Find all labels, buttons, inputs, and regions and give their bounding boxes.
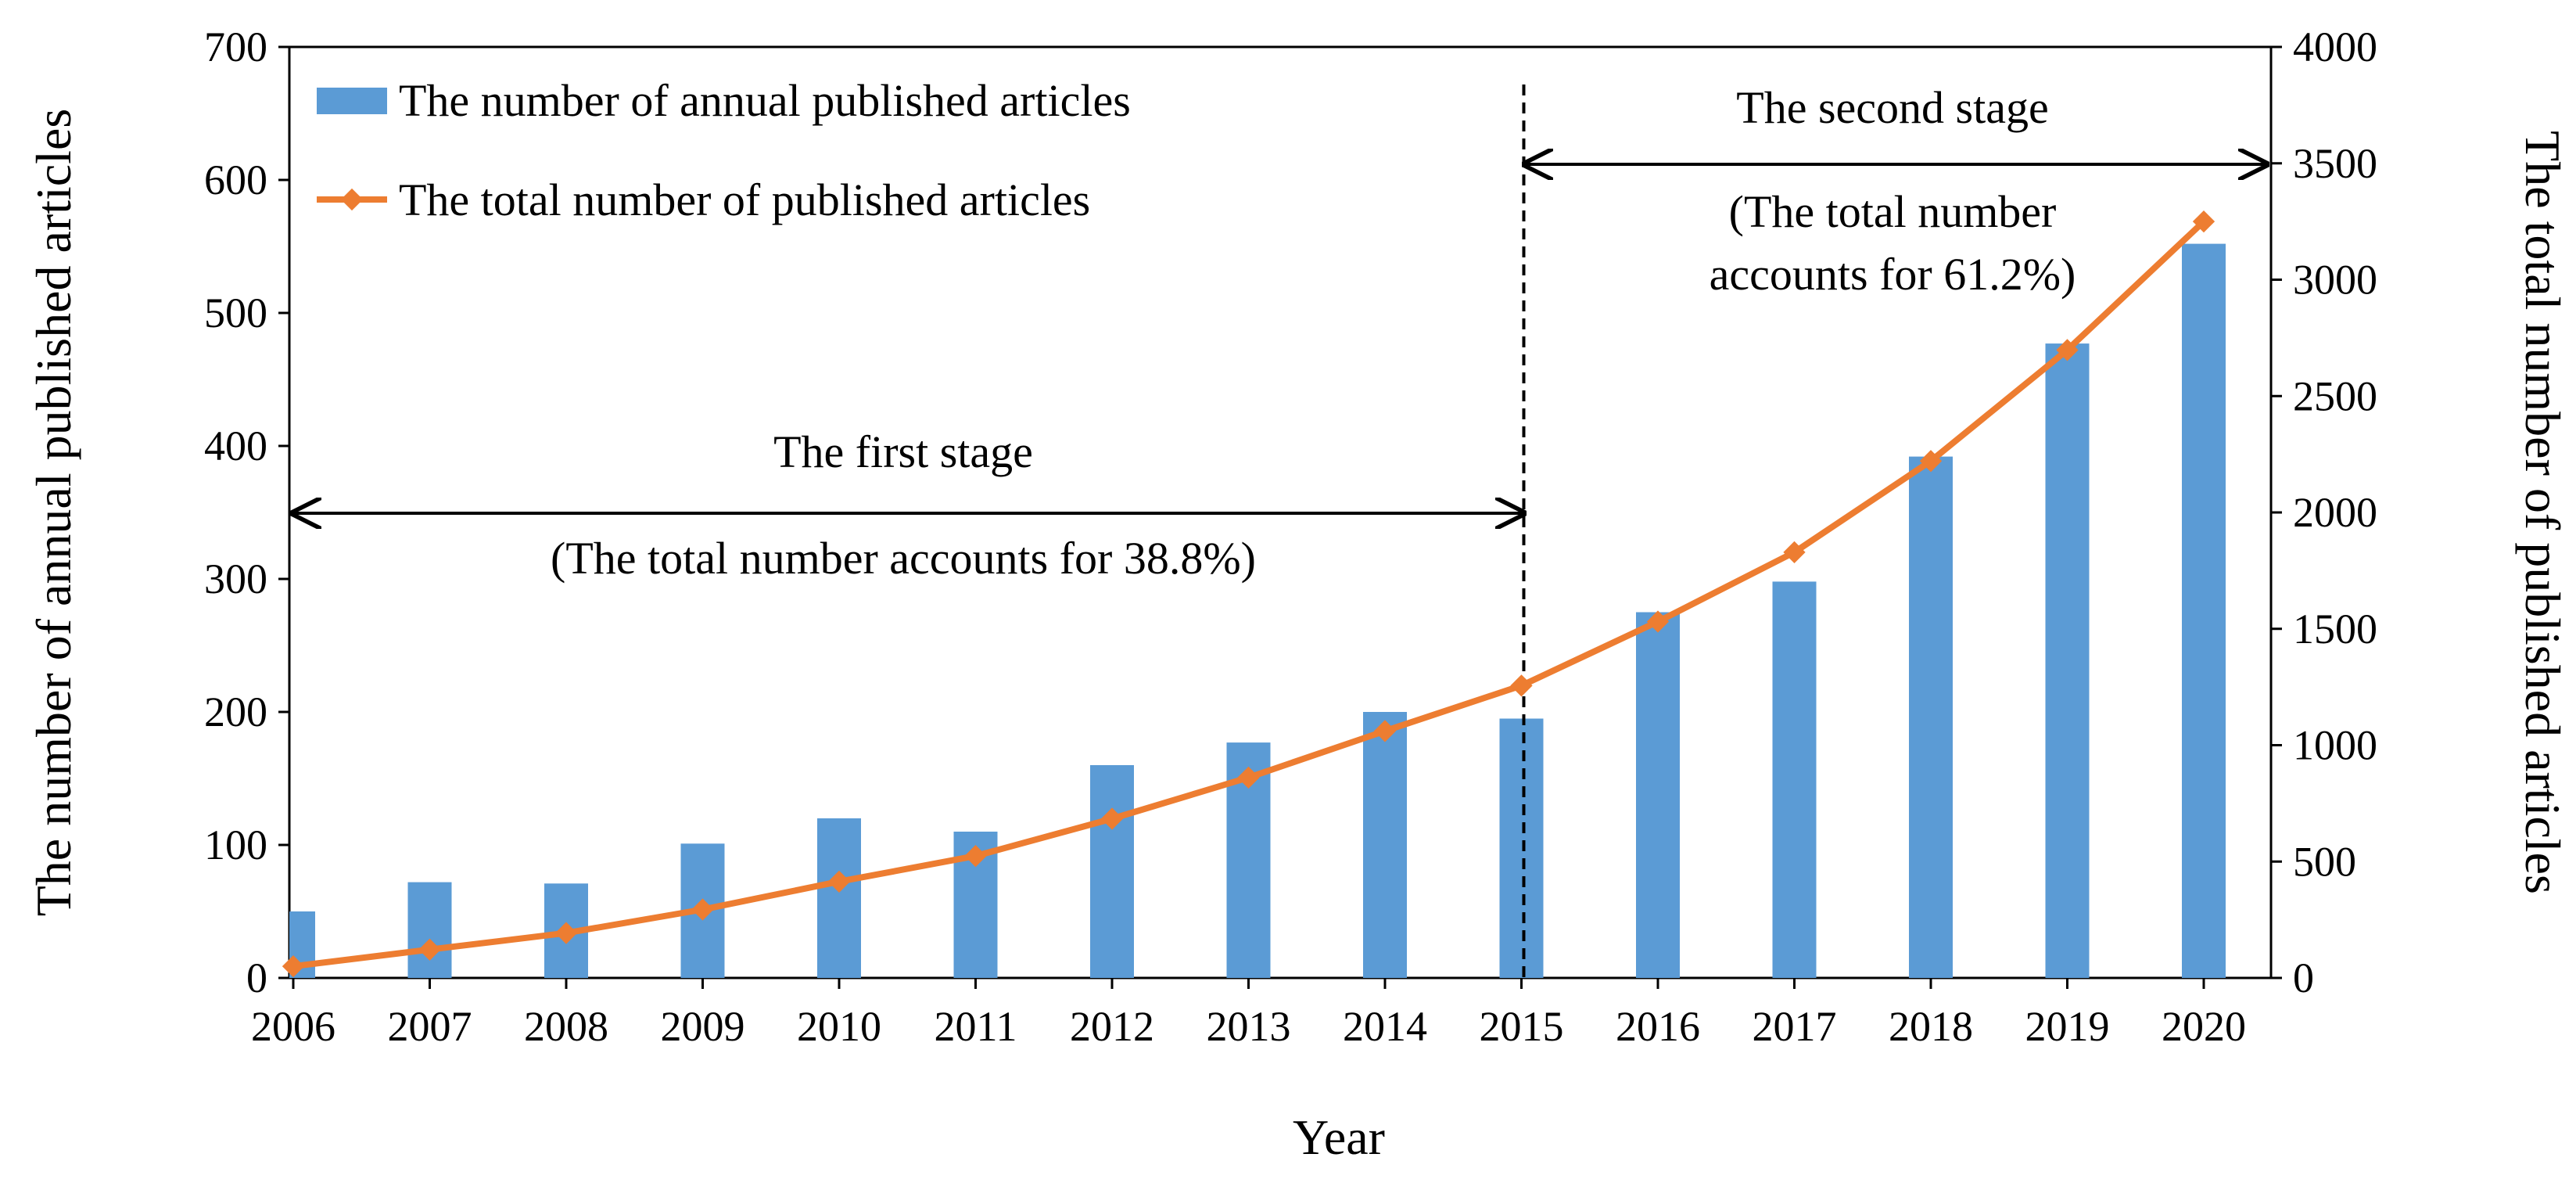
y-right-tick-label: 2500 bbox=[2293, 372, 2377, 419]
line-point-2017 bbox=[1783, 541, 1806, 564]
x-tick-label: 2006 bbox=[251, 1003, 335, 1050]
x-tick-label: 2018 bbox=[1889, 1003, 1973, 1050]
x-tick-label: 2007 bbox=[388, 1003, 472, 1050]
line-point-2009 bbox=[691, 898, 714, 921]
x-tick-label: 2014 bbox=[1343, 1003, 1427, 1050]
y-right-tick-label: 1500 bbox=[2293, 606, 2377, 652]
line-point-2006 bbox=[282, 954, 305, 978]
y-left-tick-label: 500 bbox=[204, 289, 267, 336]
y-right-tick-label: 4000 bbox=[2293, 23, 2377, 70]
x-tick-label: 2011 bbox=[935, 1003, 1017, 1050]
x-tick-label: 2008 bbox=[524, 1003, 608, 1050]
line-point-2018 bbox=[1919, 450, 1943, 473]
line-point-2007 bbox=[418, 938, 441, 961]
line-point-2014 bbox=[1373, 720, 1397, 742]
legend-line-marker bbox=[340, 188, 364, 211]
x-tick-label: 2017 bbox=[1753, 1003, 1837, 1050]
line-series bbox=[282, 210, 2215, 978]
y-right-tick-label: 500 bbox=[2293, 838, 2356, 885]
line-point-2008 bbox=[554, 922, 578, 944]
line-point-2013 bbox=[1237, 766, 1260, 789]
y-axis-left-title: The number of annual published articles bbox=[26, 109, 81, 917]
bar-2018 bbox=[1909, 456, 1953, 978]
second-stage-note-line2: accounts for 61.2%) bbox=[1710, 249, 2076, 300]
first-stage-label: The first stage bbox=[773, 426, 1033, 477]
bar-2019 bbox=[2045, 343, 2090, 979]
bar-2016 bbox=[1636, 612, 1680, 978]
x-tick-label: 2016 bbox=[1616, 1003, 1700, 1050]
legend: The number of annual published articles … bbox=[317, 75, 1131, 225]
bar-2014 bbox=[1363, 712, 1407, 978]
y-left-tick-label: 100 bbox=[204, 821, 267, 868]
legend-bar-swatch bbox=[317, 88, 387, 114]
line-point-2019 bbox=[2056, 339, 2079, 361]
first-stage-note: (The total number accounts for 38.8%) bbox=[551, 533, 1256, 584]
x-tick-label: 2020 bbox=[2162, 1003, 2246, 1050]
y-left-tick-label: 400 bbox=[204, 422, 267, 469]
y-left-tick-label: 200 bbox=[204, 688, 267, 735]
x-tick-label: 2013 bbox=[1207, 1003, 1291, 1050]
x-tick-label: 2010 bbox=[797, 1003, 881, 1050]
line-point-2020 bbox=[2192, 210, 2215, 233]
bar-2012 bbox=[1090, 765, 1134, 978]
line-point-2015 bbox=[1510, 674, 1533, 697]
y-right-tick-label: 1000 bbox=[2293, 722, 2377, 769]
x-tick-label: 2019 bbox=[2025, 1003, 2110, 1050]
second-stage-label: The second stage bbox=[1736, 82, 2048, 133]
legend-bar-label: The number of annual published articles bbox=[399, 75, 1131, 126]
y-right-tick-label: 3500 bbox=[2293, 140, 2377, 187]
y-right-tick-label: 0 bbox=[2293, 954, 2314, 1001]
y-axis-right-title: The total number of published articles bbox=[2515, 131, 2571, 894]
bar-2010 bbox=[817, 818, 861, 978]
y-right-tick-label: 3000 bbox=[2293, 257, 2377, 304]
x-tick-label: 2015 bbox=[1480, 1003, 1564, 1050]
line-point-2010 bbox=[827, 870, 851, 893]
bar-2020 bbox=[2182, 243, 2226, 979]
line-point-2012 bbox=[1100, 807, 1124, 830]
bar-2015 bbox=[1499, 718, 1544, 978]
y-left-tick-label: 300 bbox=[204, 555, 267, 602]
axes: 0 100 200 300 400 500 600 700 0 500 1000 1500 2000 25… bbox=[204, 23, 2377, 1050]
bar-2017 bbox=[1772, 581, 1817, 978]
second-stage-note-line1: (The total number bbox=[1729, 186, 2057, 237]
legend-line-label: The total number of published articles bbox=[399, 174, 1090, 225]
bar-series bbox=[289, 243, 2226, 979]
y-left-tick-label: 600 bbox=[204, 156, 267, 203]
y-left-tick-label: 700 bbox=[204, 23, 267, 70]
line-point-2016 bbox=[1646, 610, 1670, 633]
line-point-2011 bbox=[964, 844, 987, 868]
x-tick-label: 2012 bbox=[1070, 1003, 1154, 1050]
x-tick-label: 2009 bbox=[661, 1003, 745, 1050]
y-right-tick-label: 2000 bbox=[2293, 489, 2377, 536]
x-axis-title: Year bbox=[1293, 1109, 1385, 1165]
y-left-tick-label: 0 bbox=[246, 954, 267, 1001]
bar-2007 bbox=[407, 882, 452, 978]
